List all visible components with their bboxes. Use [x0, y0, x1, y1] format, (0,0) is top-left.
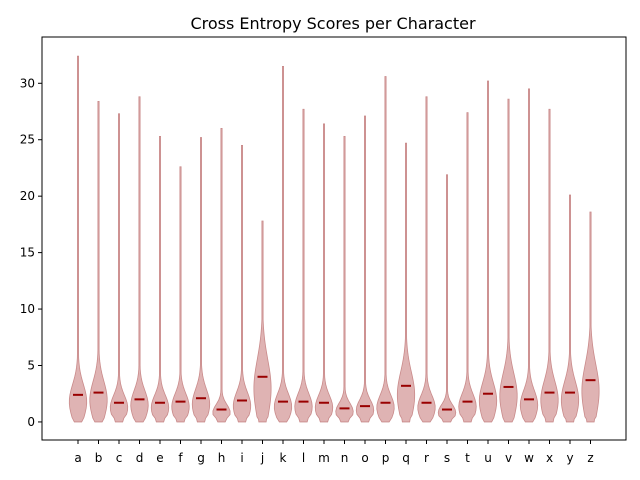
- violin-q: [396, 142, 416, 423]
- violin-p: [376, 76, 395, 423]
- violin-v: [499, 98, 518, 423]
- axes-frame: [41, 36, 627, 441]
- violin-e: [150, 135, 170, 423]
- x-tick-label-n: n: [341, 451, 349, 465]
- x-tick-label-h: h: [218, 451, 226, 465]
- x-tick-label-j: j: [260, 451, 264, 465]
- violin-j: [253, 220, 272, 423]
- x-tick-label-t: t: [465, 451, 470, 465]
- y-tick-label: 25: [20, 133, 35, 147]
- violin-d: [130, 96, 149, 423]
- x-tick-label-p: p: [382, 451, 390, 465]
- chart-title: Cross Entropy Scores per Character: [190, 14, 476, 33]
- violin-g: [191, 137, 211, 423]
- violin-x: [540, 108, 559, 423]
- x-tick-label-o: o: [361, 451, 368, 465]
- plot-area: 0 5 10 15 20 25 30 a b c d e f g h i j k l m n o p q r s t u v w x y z: [20, 55, 600, 465]
- x-tick-label-i: i: [240, 451, 243, 465]
- x-tick-label-x: x: [546, 451, 553, 465]
- x-tick-label-v: v: [505, 451, 512, 465]
- x-tick-label-u: u: [484, 451, 492, 465]
- x-tick-label-e: e: [156, 451, 163, 465]
- violin-t: [458, 112, 477, 423]
- violin-s: [437, 174, 457, 423]
- y-tick-label: 0: [27, 415, 35, 429]
- y-tick-label: 10: [20, 302, 35, 316]
- violin-m: [314, 123, 334, 423]
- x-tick-label-z: z: [587, 451, 593, 465]
- x-tick-label-r: r: [424, 451, 429, 465]
- x-tick-label-g: g: [197, 451, 205, 465]
- x-tick-label-q: q: [402, 451, 410, 465]
- violin-c: [109, 113, 129, 423]
- x-tick-label-d: d: [136, 451, 144, 465]
- x-tick-label-k: k: [280, 451, 287, 465]
- violin-k: [273, 65, 293, 423]
- y-tick-label: 30: [20, 76, 35, 90]
- violin-n: [335, 135, 354, 423]
- violin-f: [171, 166, 190, 423]
- violin-z: [581, 211, 600, 423]
- violin-h: [212, 128, 231, 423]
- violin-w: [519, 88, 539, 423]
- y-tick-label: 20: [20, 189, 35, 203]
- y-tick-label: 15: [20, 246, 35, 260]
- violin-r: [417, 96, 436, 423]
- violin-u: [478, 80, 498, 423]
- x-tick-label-c: c: [116, 451, 123, 465]
- x-tick-label-f: f: [178, 451, 183, 465]
- violin-b: [89, 100, 108, 423]
- x-tick-label-s: s: [444, 451, 450, 465]
- x-tick-label-b: b: [95, 451, 103, 465]
- violin-o: [355, 115, 375, 423]
- x-tick-label-m: m: [318, 451, 330, 465]
- x-tick-label-y: y: [566, 451, 573, 465]
- y-tick-label: 5: [27, 358, 35, 372]
- x-tick-label-w: w: [524, 451, 534, 465]
- x-tick-label-a: a: [74, 451, 81, 465]
- violin-l: [294, 108, 313, 423]
- violin-y: [560, 194, 580, 423]
- violin-i: [232, 144, 252, 423]
- x-tick-label-l: l: [302, 451, 305, 465]
- violin-a: [68, 55, 88, 423]
